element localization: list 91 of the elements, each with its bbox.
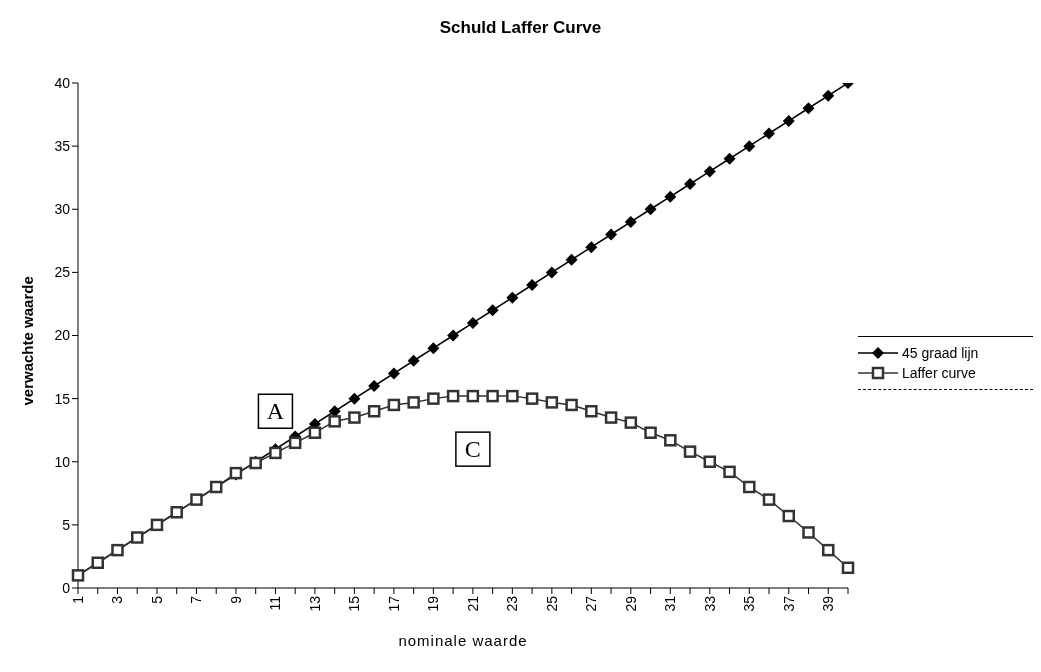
point — [328, 415, 341, 428]
annotation: C — [464, 436, 481, 463]
point — [763, 127, 776, 140]
point — [506, 291, 519, 304]
point — [427, 392, 440, 405]
point — [506, 389, 519, 403]
point — [703, 165, 716, 178]
point — [585, 241, 598, 254]
point — [664, 434, 677, 447]
point — [585, 405, 598, 418]
x-tick-label: 15 — [346, 595, 363, 612]
x-tick-label: 23 — [504, 595, 521, 612]
x-tick-label: 37 — [780, 595, 797, 612]
x-axis-title: nominale waarde — [398, 632, 528, 649]
y-tick-label: 10 — [54, 453, 71, 470]
point — [367, 405, 381, 418]
x-tick-label: 9 — [227, 595, 244, 604]
point — [407, 396, 420, 409]
x-tick-label: 21 — [464, 595, 481, 612]
point — [387, 398, 401, 412]
point — [604, 411, 618, 424]
point — [802, 102, 815, 115]
x-tick-label: 17 — [385, 595, 402, 612]
x-tick-label: 11 — [267, 595, 284, 611]
point — [782, 509, 796, 523]
legend-label: Laffer curve — [902, 365, 976, 381]
legend-label: 45 graad lijn — [902, 345, 979, 361]
point — [762, 493, 776, 506]
y-tick-label: 40 — [54, 74, 71, 91]
point — [684, 178, 697, 190]
x-tick-label: 1 — [69, 595, 86, 604]
x-tick-label: 31 — [662, 595, 679, 612]
x-tick-label: 33 — [701, 595, 718, 612]
point — [466, 316, 479, 329]
point — [269, 446, 282, 460]
y-axis-title: verwachte waarde — [19, 276, 37, 406]
y-tick-label: 25 — [54, 264, 71, 281]
point — [683, 445, 697, 458]
x-tick-label: 29 — [622, 595, 639, 612]
chart-title: Schuld Laffer Curve — [439, 18, 602, 37]
x-tick-label: 5 — [148, 595, 165, 604]
y-tick-label: 35 — [54, 138, 71, 155]
point — [545, 266, 558, 279]
y-tick-label: 0 — [62, 579, 71, 596]
point — [427, 342, 440, 355]
x-tick-label: 27 — [583, 595, 600, 612]
annotation: A — [266, 398, 285, 425]
y-tick-label: 30 — [54, 201, 71, 218]
point — [348, 392, 361, 405]
x-tick-label: 19 — [425, 595, 442, 612]
y-tick-label: 5 — [62, 516, 71, 533]
point — [308, 426, 322, 439]
point — [466, 389, 480, 403]
y-tick-label: 20 — [54, 327, 71, 344]
point — [605, 228, 618, 241]
point — [565, 253, 578, 266]
x-tick-label: 35 — [741, 595, 758, 612]
x-tick-label: 25 — [543, 595, 560, 612]
point — [446, 389, 460, 403]
point — [802, 526, 815, 539]
y-tick-label: 15 — [54, 390, 71, 407]
point — [486, 389, 499, 403]
point — [743, 480, 756, 494]
point — [644, 203, 657, 216]
point — [447, 329, 460, 342]
point — [624, 215, 637, 228]
x-tick-label: 39 — [820, 595, 837, 612]
point — [526, 279, 539, 291]
point — [822, 543, 835, 557]
point — [387, 367, 400, 380]
point — [703, 455, 717, 468]
point — [565, 398, 578, 412]
point — [624, 416, 638, 429]
point — [486, 304, 499, 317]
point — [525, 392, 539, 405]
point — [368, 380, 381, 392]
point — [348, 411, 361, 424]
x-tick-label: 7 — [188, 595, 205, 604]
point — [407, 354, 420, 367]
point — [288, 436, 302, 450]
point — [723, 465, 736, 479]
point — [841, 561, 855, 575]
point — [664, 190, 677, 203]
point — [782, 114, 795, 127]
point — [822, 89, 835, 102]
x-tick-label: 3 — [109, 595, 126, 604]
point — [644, 426, 657, 439]
point — [545, 396, 559, 409]
point — [743, 140, 756, 153]
x-tick-label: 13 — [306, 595, 323, 612]
point — [723, 152, 736, 165]
